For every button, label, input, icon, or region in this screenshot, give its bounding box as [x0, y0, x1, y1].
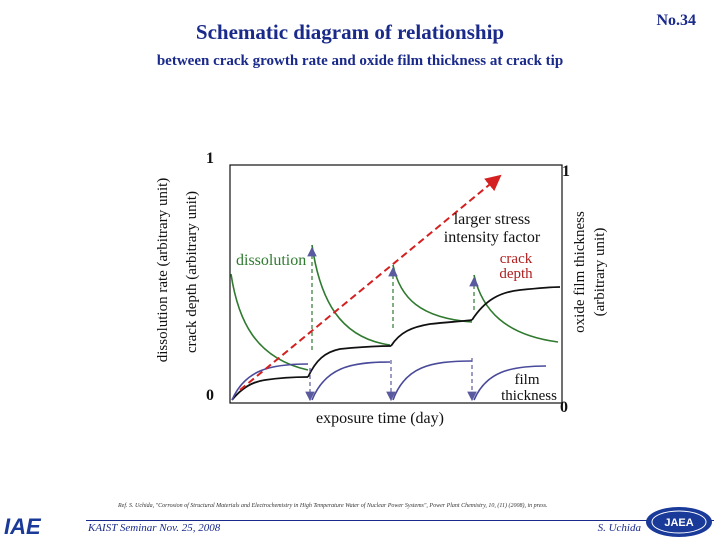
footer-divider: [86, 520, 714, 521]
page-subtitle: between crack growth rate and oxide film…: [156, 53, 564, 69]
dissolution-curve-2: [311, 244, 391, 346]
label-crack-line1: crack: [500, 251, 533, 267]
right-axis-label-line1: oxide film thickness: [572, 211, 588, 333]
x-axis-label: exposure time (day): [316, 410, 444, 427]
reference-citation: Ref. S. Uchida, "Corrosion of Structural…: [118, 503, 548, 509]
left-axis-label-outer: dissolution rate (arbitrary unit): [155, 178, 171, 363]
footer-seminar: KAIST Seminar Nov. 25, 2008: [88, 522, 221, 534]
left-bottom-tick: 0: [206, 387, 214, 404]
dissolution-curve-4: [473, 274, 559, 343]
film-thickness-curve-3: [392, 360, 473, 401]
right-top-tick: 1: [562, 163, 570, 180]
plot-frame: [229, 164, 563, 404]
film-thickness-curve-2: [311, 361, 391, 401]
label-stress-line1: larger stress: [454, 211, 531, 228]
crack-depth-curves: [231, 286, 561, 401]
left-top-tick: 1: [206, 150, 214, 167]
page-title: Schematic diagram of relationship: [195, 20, 505, 44]
right-axis-label-line2: (arbitrary unit): [592, 228, 608, 317]
iae-logo: IAE: [4, 514, 42, 538]
jaea-logo: JAEA: [646, 507, 712, 537]
slide-number: No.34: [656, 12, 696, 29]
label-film-line2: thickness: [501, 388, 557, 404]
footer-author: S. Uchida: [597, 522, 641, 534]
dissolution-curve-3: [392, 264, 473, 323]
right-bottom-tick: 0: [560, 399, 568, 416]
label-film-line1: film: [515, 372, 540, 388]
film-thickness-curve-4: [473, 365, 547, 401]
film-thickness-curve-1: [231, 363, 309, 401]
crack-depth-curve-2: [307, 345, 392, 378]
dissolution-curve-1: [230, 273, 309, 371]
drop-arrows: [305, 246, 479, 402]
crack-depth-curve-4: [471, 286, 561, 321]
label-crack-line2: depth: [499, 266, 533, 282]
label-stress-line2: intensity factor: [444, 229, 541, 246]
stress-intensity-arrow: [239, 174, 502, 391]
crack-depth-curve-1: [231, 376, 309, 401]
film-thickness-curves: [231, 360, 547, 401]
label-dissolution: dissolution: [236, 252, 306, 269]
iae-logo-text: IAE: [4, 514, 42, 538]
jaea-logo-text: JAEA: [664, 517, 693, 529]
crack-depth-curve-3: [390, 319, 473, 347]
left-axis-label-inner: crack depth (arbitrary unit): [184, 191, 200, 353]
relationship-diagram: dissolution rate (arbitrary unit) crack …: [155, 150, 608, 427]
